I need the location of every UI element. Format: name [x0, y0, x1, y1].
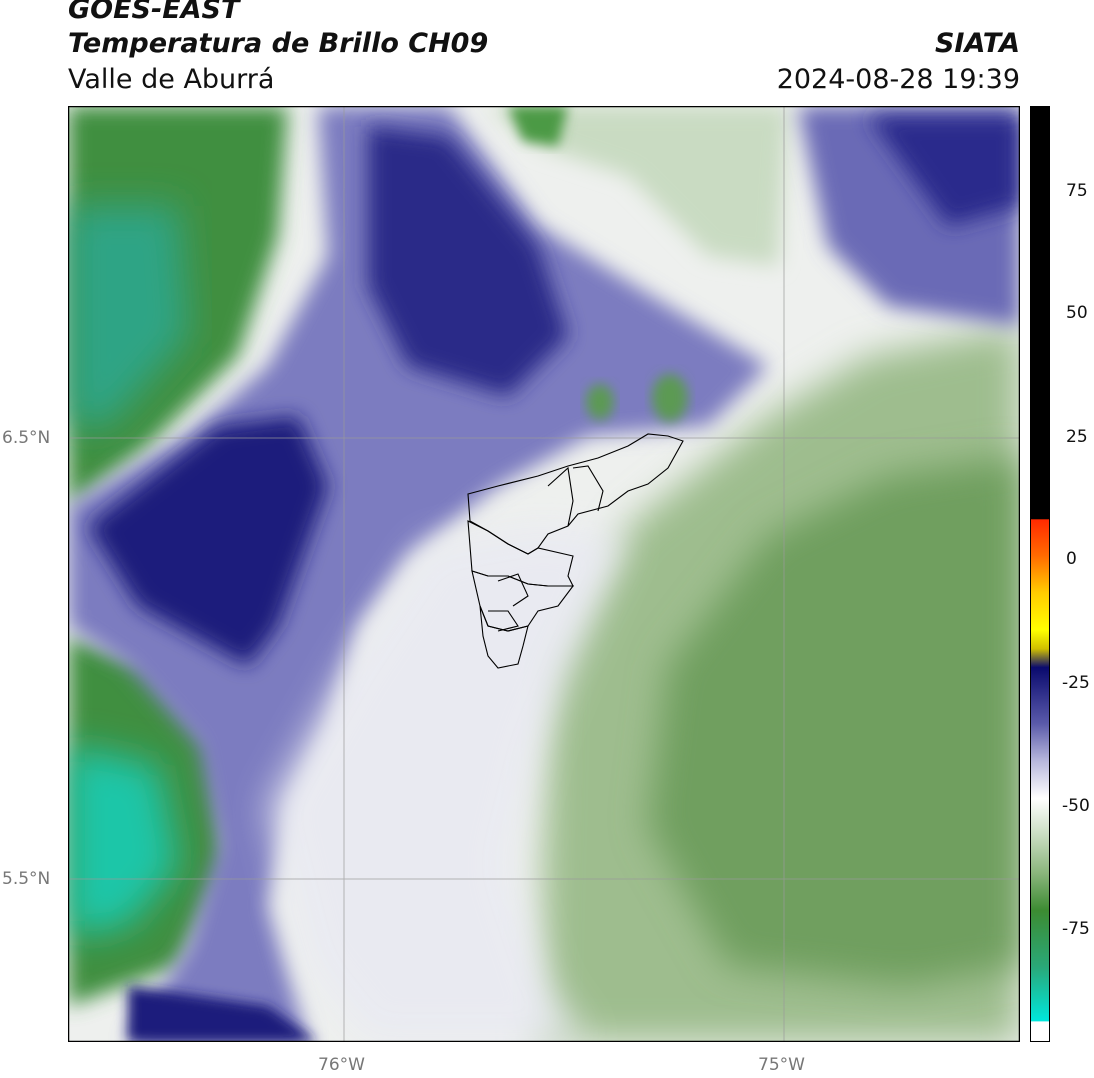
warm-spot-teal-sw: [68, 746, 178, 936]
colorbar-tick-minus-75: -75: [1062, 919, 1090, 939]
transition-band: [268, 526, 628, 1042]
colorbar-tick-0: 0: [1066, 549, 1077, 569]
warm-area-east-core: [648, 456, 1020, 986]
temperature-field: [68, 106, 1020, 1042]
municipal-boundaries: [467, 433, 684, 669]
product-title: Temperatura de Brillo CH09: [68, 28, 489, 59]
cold-core-west: [88, 416, 328, 666]
cold-core-northeast: [868, 116, 1020, 226]
colorbar-tick-minus-50: -50: [1062, 796, 1090, 816]
lat-label-6-5: 6.5°N: [2, 428, 51, 448]
brightness-temperature-map: [68, 106, 1020, 1042]
satellite-title: GOES-EAST: [68, 0, 240, 25]
warm-spot-1: [586, 384, 614, 420]
lon-label-76: 76°W: [318, 1055, 365, 1075]
cold-band: [68, 106, 768, 1042]
cold-core-north: [368, 126, 568, 396]
graticule: [68, 106, 1020, 1042]
colorbar-tick-25: 25: [1066, 427, 1088, 447]
colorbar-tick-75: 75: [1066, 181, 1088, 201]
cold-core-south: [128, 986, 318, 1042]
region-subtitle: Valle de Aburrá: [68, 64, 275, 95]
warm-spot-2: [652, 374, 688, 422]
organization-label: SIATA: [934, 28, 1020, 59]
colorbar-tick-50: 50: [1066, 303, 1088, 323]
lon-label-75: 75°W: [758, 1055, 805, 1075]
lat-label-5-5: 5.5°N: [2, 869, 51, 889]
warm-area-north: [488, 106, 788, 266]
datetime-label: 2024-08-28 19:39: [776, 64, 1020, 95]
warm-spot-north: [508, 106, 568, 146]
colorbar-tick-minus-25: -25: [1062, 673, 1090, 693]
temperature-colorbar: [1030, 106, 1050, 1042]
warm-spot-teal-nw: [68, 206, 188, 426]
